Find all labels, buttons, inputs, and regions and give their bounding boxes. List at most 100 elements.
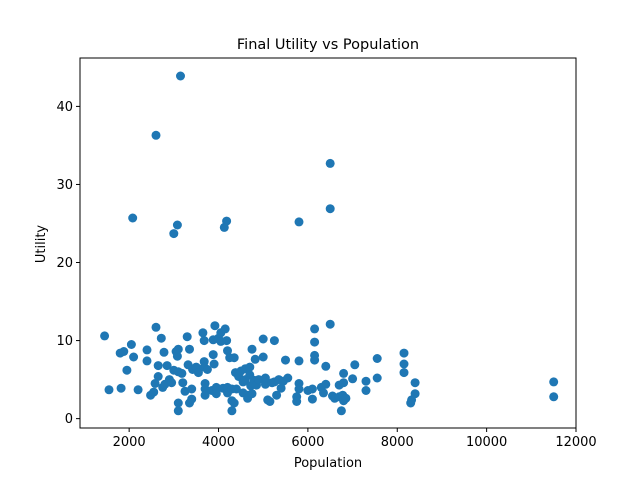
data-point <box>227 406 237 416</box>
data-point <box>142 356 152 366</box>
y-axis-label: Utility <box>34 225 49 264</box>
data-point <box>187 384 197 394</box>
data-point <box>156 333 166 343</box>
data-point <box>372 354 382 363</box>
data-point <box>276 383 286 393</box>
data-point <box>410 378 420 388</box>
data-point <box>361 376 371 386</box>
data-point <box>325 319 335 329</box>
data-point <box>222 216 232 226</box>
data-point <box>177 368 187 378</box>
data-point <box>173 344 183 354</box>
x-tick-label: 2000 <box>113 435 146 450</box>
data-point <box>100 331 110 341</box>
data-point <box>149 387 159 397</box>
data-point <box>167 378 177 388</box>
data-points <box>100 71 559 416</box>
data-point <box>321 379 331 389</box>
data-point <box>549 392 559 402</box>
data-point <box>250 354 260 364</box>
data-point <box>321 361 331 371</box>
data-point <box>361 386 371 395</box>
data-point <box>122 365 132 375</box>
x-tick-label: 10000 <box>466 435 507 450</box>
x-tick-label: 12000 <box>555 435 596 450</box>
data-point <box>281 355 290 365</box>
plot-area-frame <box>79 57 577 429</box>
data-point <box>172 220 182 230</box>
data-point <box>272 390 282 400</box>
data-point <box>294 217 304 227</box>
chart-title: Final Utility vs Population <box>237 37 419 53</box>
data-point <box>258 352 268 362</box>
data-point <box>104 385 114 395</box>
x-tick-label: 6000 <box>291 435 324 450</box>
data-point <box>399 368 409 378</box>
x-tick-label: 4000 <box>202 435 235 450</box>
data-point <box>133 385 143 395</box>
data-point <box>173 398 183 408</box>
data-point <box>339 378 349 388</box>
data-point <box>348 374 358 384</box>
data-point <box>162 361 172 371</box>
data-point <box>260 373 270 383</box>
data-point <box>159 347 169 357</box>
data-point <box>208 350 218 360</box>
data-point <box>247 344 257 354</box>
data-point <box>283 373 293 383</box>
data-point <box>150 379 160 388</box>
y-tick-label: 30 <box>56 178 73 193</box>
data-point <box>549 377 559 387</box>
data-point <box>187 394 197 404</box>
data-point <box>153 372 163 381</box>
data-point <box>399 359 409 369</box>
data-point <box>310 324 320 334</box>
data-point <box>222 336 232 346</box>
data-point <box>209 359 219 369</box>
data-point <box>307 384 317 394</box>
data-point <box>178 378 188 388</box>
data-point <box>223 346 232 356</box>
x-axis-label: Population <box>294 456 362 471</box>
data-point <box>200 384 210 394</box>
data-point <box>176 71 185 81</box>
data-point <box>199 336 209 346</box>
data-point <box>116 383 126 393</box>
data-point <box>319 388 328 398</box>
data-point <box>220 324 230 334</box>
data-point <box>310 337 320 347</box>
data-point <box>229 353 239 363</box>
data-point <box>399 348 409 358</box>
data-point <box>294 356 304 366</box>
data-point <box>258 334 268 344</box>
data-point <box>153 361 163 371</box>
data-point <box>336 406 346 416</box>
data-point <box>151 130 161 140</box>
data-point <box>245 362 255 372</box>
x-axis-ticks: 2000 4000 6000 8000 10000 12000 <box>113 428 597 450</box>
data-point <box>185 344 194 354</box>
data-point <box>129 352 139 362</box>
data-point <box>151 322 161 332</box>
data-point <box>231 384 241 394</box>
data-point <box>325 158 335 168</box>
data-point <box>229 398 239 408</box>
data-point <box>350 360 360 370</box>
data-point <box>211 382 221 392</box>
data-point <box>325 204 335 214</box>
data-point <box>169 229 179 239</box>
data-point <box>269 336 279 346</box>
data-point <box>119 347 129 356</box>
data-point <box>265 397 275 406</box>
data-point <box>193 368 203 378</box>
y-tick-label: 10 <box>56 334 73 349</box>
y-tick-label: 0 <box>65 412 73 427</box>
data-point <box>410 389 420 399</box>
data-point <box>310 355 320 365</box>
data-point <box>292 397 302 406</box>
data-point <box>339 368 349 378</box>
data-point <box>341 393 351 403</box>
data-point <box>173 406 183 416</box>
x-tick-label: 8000 <box>381 435 414 450</box>
